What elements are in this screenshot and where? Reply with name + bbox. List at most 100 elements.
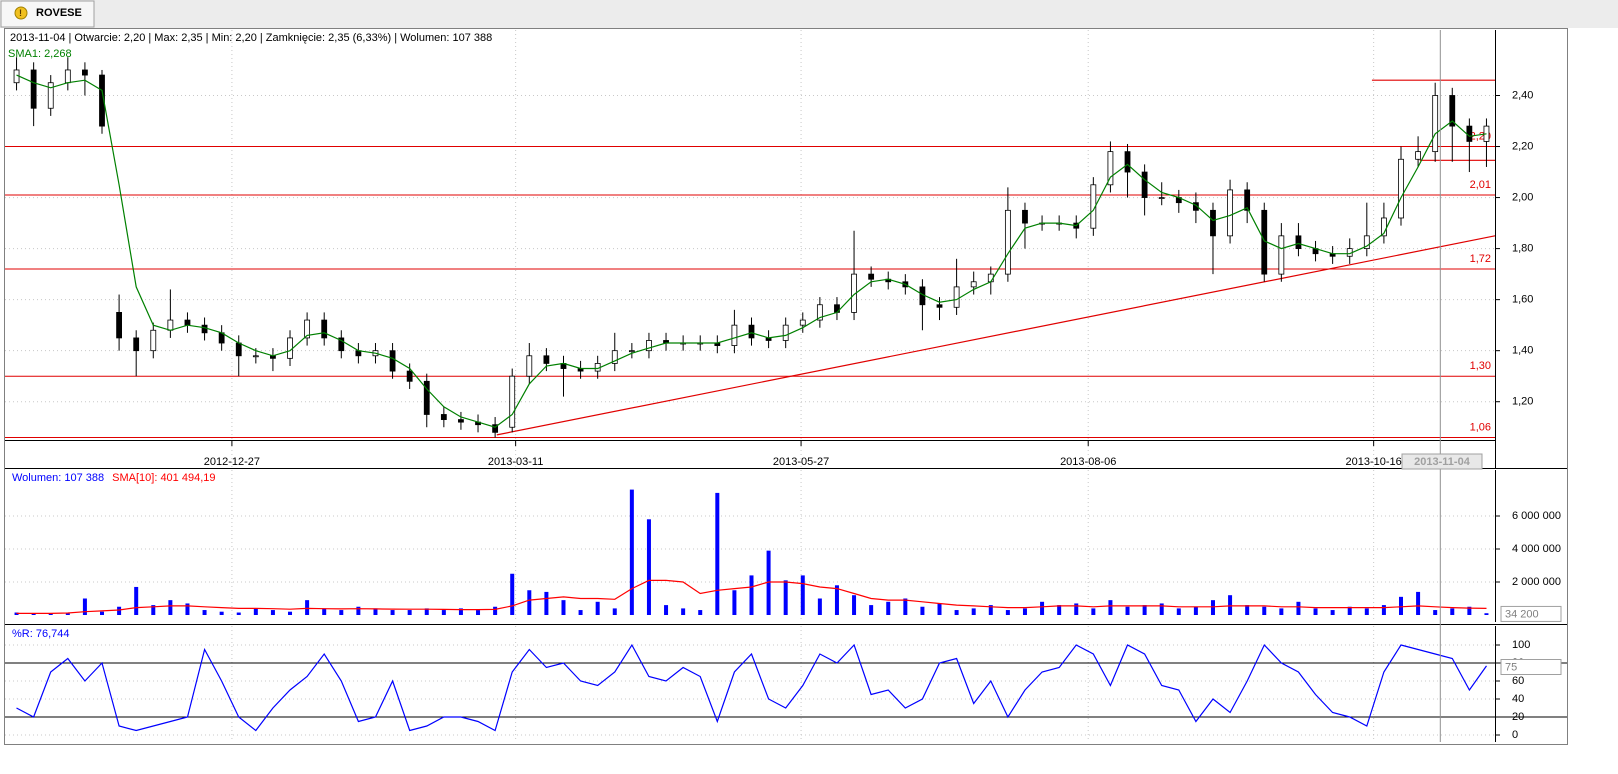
volume-bar — [48, 613, 53, 615]
candle-body — [782, 324, 789, 341]
level-label: 1,06 — [1470, 421, 1491, 433]
candle-body — [321, 319, 328, 339]
candle-body — [167, 319, 174, 331]
x-tick-label: 2013-10-16 — [1346, 456, 1402, 468]
series-line — [16, 579, 1487, 614]
candle-body — [1466, 125, 1473, 142]
candle-body — [492, 424, 499, 433]
y-tick-label: 60 — [1512, 675, 1524, 687]
volume-bar — [1108, 600, 1113, 615]
y-tick-label: 2,40 — [1512, 89, 1533, 101]
cursor-box — [1401, 453, 1483, 470]
volume-bar — [305, 600, 310, 615]
volume-bar — [937, 603, 942, 615]
candle-body — [47, 82, 54, 109]
trend-line — [496, 235, 1496, 436]
volume-bar — [1364, 608, 1369, 615]
candle-body — [252, 355, 259, 358]
volume-bar — [1416, 591, 1421, 615]
volume-bar — [424, 608, 429, 615]
volume-bar — [1347, 606, 1352, 615]
series-line — [16, 74, 1487, 428]
candle-body — [509, 375, 516, 428]
volume-bar — [766, 550, 771, 615]
value-box — [1500, 605, 1562, 622]
volume-bar — [869, 605, 874, 615]
candle-body — [458, 419, 464, 423]
candle-body — [1192, 202, 1199, 211]
volume-bar — [493, 606, 498, 615]
volume-bar — [288, 611, 293, 615]
info-line: 2013-11-04 | Otwarcie: 2,20 | Max: 2,35 … — [10, 32, 492, 44]
volume-bar — [1210, 600, 1215, 615]
candle-body — [287, 337, 293, 359]
level-label: 2,01 — [1470, 179, 1491, 191]
volume-bar — [783, 580, 788, 615]
volume-bar — [629, 489, 634, 615]
candle-body — [1227, 189, 1233, 237]
volume-bar — [219, 611, 224, 615]
y-tick-label: 2 000 000 — [1512, 576, 1561, 588]
tab-bar — [0, 0, 1618, 28]
candle-body — [133, 337, 140, 352]
candle-body — [338, 337, 345, 352]
volume-bar — [117, 606, 122, 615]
value-box-label: 75 — [1505, 661, 1517, 673]
volume-bar — [100, 611, 105, 615]
volume-bar — [954, 610, 959, 615]
candle-body — [423, 380, 430, 415]
volume-bar — [65, 613, 70, 615]
volume-bar — [458, 608, 463, 615]
volume-bar — [1057, 605, 1062, 615]
volume-bar — [1433, 610, 1438, 615]
candle-body — [611, 350, 618, 364]
candle-body — [1363, 235, 1370, 250]
tab-title[interactable]: ROVESE — [36, 7, 82, 19]
y-tick-label: 100 — [1512, 639, 1530, 651]
candle-body — [30, 69, 37, 109]
candle-body — [99, 74, 105, 127]
candle-body — [406, 370, 413, 382]
candle-body — [116, 312, 122, 339]
x-tick-label: 2013-08-06 — [1060, 456, 1116, 468]
candle-body — [1295, 235, 1302, 250]
volume-bar — [886, 601, 891, 615]
candle-body — [1004, 209, 1011, 275]
candle-body — [799, 319, 806, 326]
volume-bar — [168, 600, 173, 615]
y-tick-label: 1,20 — [1512, 396, 1533, 408]
volume-bar — [681, 608, 686, 615]
y-tick-label: 4 000 000 — [1512, 543, 1561, 555]
candle-body — [1141, 171, 1148, 198]
volume-bar — [1176, 608, 1181, 615]
volume-bar — [903, 598, 908, 615]
volume-bar — [339, 610, 344, 615]
volume-bar — [1005, 610, 1010, 615]
volume-bar — [1142, 605, 1147, 615]
volume-bar — [578, 610, 583, 615]
candle-body — [1107, 151, 1114, 186]
candle-body — [1432, 95, 1439, 153]
volume-bar — [527, 590, 532, 615]
cursor-label: 2013-11-04 — [1414, 456, 1471, 468]
volume-bar — [253, 608, 258, 615]
volume-bar — [1193, 606, 1198, 615]
volume-bar — [322, 608, 327, 615]
level-label: 1,72 — [1470, 253, 1491, 265]
volume-bar — [1398, 596, 1403, 615]
chart-frame — [4, 28, 1568, 745]
volume-bar — [236, 612, 241, 615]
volume-bar — [1262, 606, 1267, 615]
volume-bar — [1228, 595, 1233, 615]
volume-bar — [1159, 603, 1164, 615]
volume-bar — [749, 575, 754, 615]
candle-body — [526, 355, 533, 377]
volume-bar — [185, 603, 190, 615]
candle-body — [936, 304, 943, 308]
candle-body — [150, 329, 157, 352]
volume-bar — [920, 606, 925, 615]
volume-bar — [134, 586, 139, 615]
x-tick-label: 2013-05-27 — [773, 456, 829, 468]
